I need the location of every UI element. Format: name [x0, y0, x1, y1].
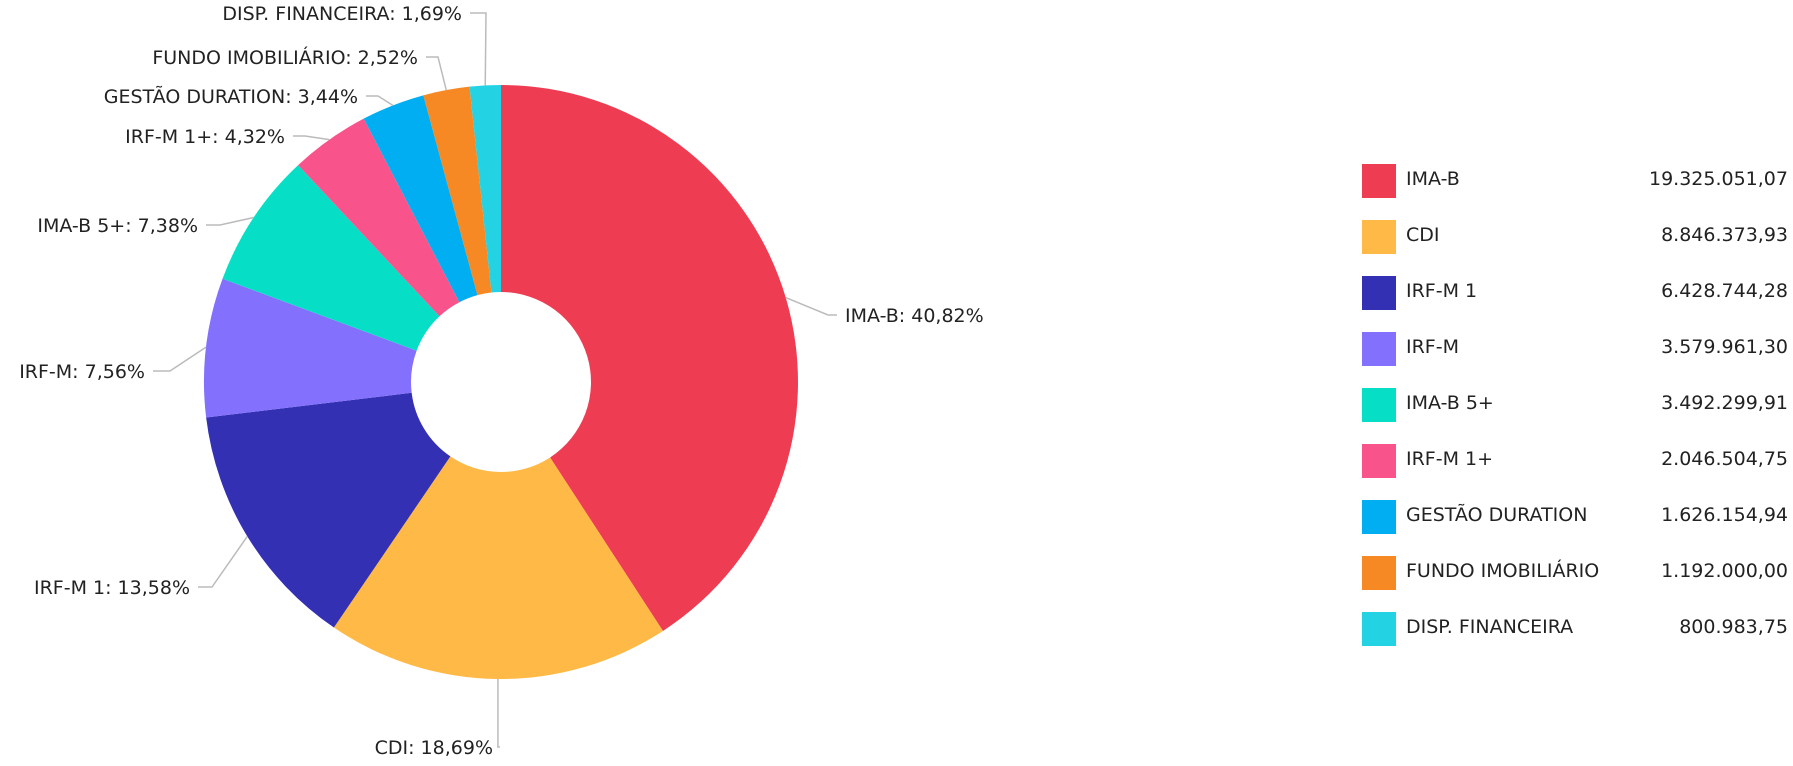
slice-label-fundo-imobiliario: FUNDO IMOBILIÁRIO: 2,52%	[152, 46, 418, 69]
slice-label-disp-financeira: DISP. FINANCEIRA: 1,69%	[222, 3, 462, 25]
legend-label: IRF-M	[1406, 336, 1459, 358]
legend-item-ima-b-5[interactable]: IMA-B 5+ 3.492.299,91	[1362, 384, 1788, 420]
leader-line-irf-m-1	[293, 136, 329, 140]
legend-label: IRF-M 1+	[1406, 448, 1493, 470]
leader-line-fundo-imobiliario	[426, 57, 446, 90]
slice-label-irf-m-1: IRF-M 1+: 4,32%	[125, 126, 285, 148]
leader-line-gestao-duration	[366, 96, 393, 105]
legend-item-disp-financeira[interactable]: DISP. FINANCEIRA 800.983,75	[1362, 608, 1788, 644]
legend-value: 3.492.299,91	[1661, 392, 1788, 414]
legend-item-fundo-imobiliario[interactable]: FUNDO IMOBILIÁRIO 1.192.000,00	[1362, 552, 1788, 588]
legend-label: CDI	[1406, 224, 1440, 246]
legend-value: 19.325.051,07	[1649, 168, 1788, 190]
legend-swatch	[1362, 388, 1396, 422]
slice-label-ima-b: IMA-B: 40,82%	[845, 305, 984, 327]
legend-swatch	[1362, 444, 1396, 478]
legend-value: 800.983,75	[1679, 616, 1788, 638]
legend-item-irf-m[interactable]: IRF-M 3.579.961,30	[1362, 328, 1788, 364]
leader-line-ima-b	[786, 298, 837, 315]
legend-item-cdi[interactable]: CDI 8.846.373,93	[1362, 216, 1788, 252]
legend-swatch	[1362, 612, 1396, 646]
legend-value: 6.428.744,28	[1661, 280, 1788, 302]
legend-swatch	[1362, 164, 1396, 198]
legend-label: IMA-B 5+	[1406, 392, 1494, 414]
legend-item-gestao-duration[interactable]: GESTÃO DURATION 1.626.154,94	[1362, 496, 1788, 532]
legend-label: DISP. FINANCEIRA	[1406, 616, 1573, 638]
legend-item-ima-b[interactable]: IMA-B 19.325.051,07	[1362, 160, 1788, 196]
legend-value: 1.626.154,94	[1661, 504, 1788, 526]
slice-label-ima-b-5: IMA-B 5+: 7,38%	[37, 215, 198, 237]
legend-value: 3.579.961,30	[1661, 336, 1788, 358]
legend-swatch	[1362, 332, 1396, 366]
leader-line-ima-b-5	[206, 218, 254, 225]
slice-label-irf-m: IRF-M: 7,56%	[19, 361, 145, 383]
legend-item-irf-m-1[interactable]: IRF-M 1 6.428.744,28	[1362, 272, 1788, 308]
legend-value: 2.046.504,75	[1661, 448, 1788, 470]
slice-label-gestao-duration: GESTÃO DURATION: 3,44%	[104, 85, 358, 108]
slice-label-cdi: CDI: 18,69%	[375, 737, 493, 759]
legend-swatch	[1362, 556, 1396, 590]
legend-label: IMA-B	[1406, 168, 1460, 190]
slice-label-irf-m-1: IRF-M 1: 13,58%	[34, 577, 190, 599]
leader-line-disp-financeira	[470, 13, 486, 85]
legend-item-irf-m-1[interactable]: IRF-M 1+ 2.046.504,75	[1362, 440, 1788, 476]
legend-value: 1.192.000,00	[1661, 560, 1788, 582]
leader-line-irf-m	[153, 347, 206, 371]
legend-label: GESTÃO DURATION	[1406, 504, 1587, 526]
legend-swatch	[1362, 500, 1396, 534]
leader-line-irf-m-1	[198, 536, 247, 587]
legend-swatch	[1362, 220, 1396, 254]
donut-slices	[204, 85, 798, 679]
legend-label: IRF-M 1	[1406, 280, 1477, 302]
legend-label: FUNDO IMOBILIÁRIO	[1406, 560, 1599, 582]
legend-value: 8.846.373,93	[1661, 224, 1788, 246]
leader-line-cdi	[498, 679, 500, 747]
legend-swatch	[1362, 276, 1396, 310]
